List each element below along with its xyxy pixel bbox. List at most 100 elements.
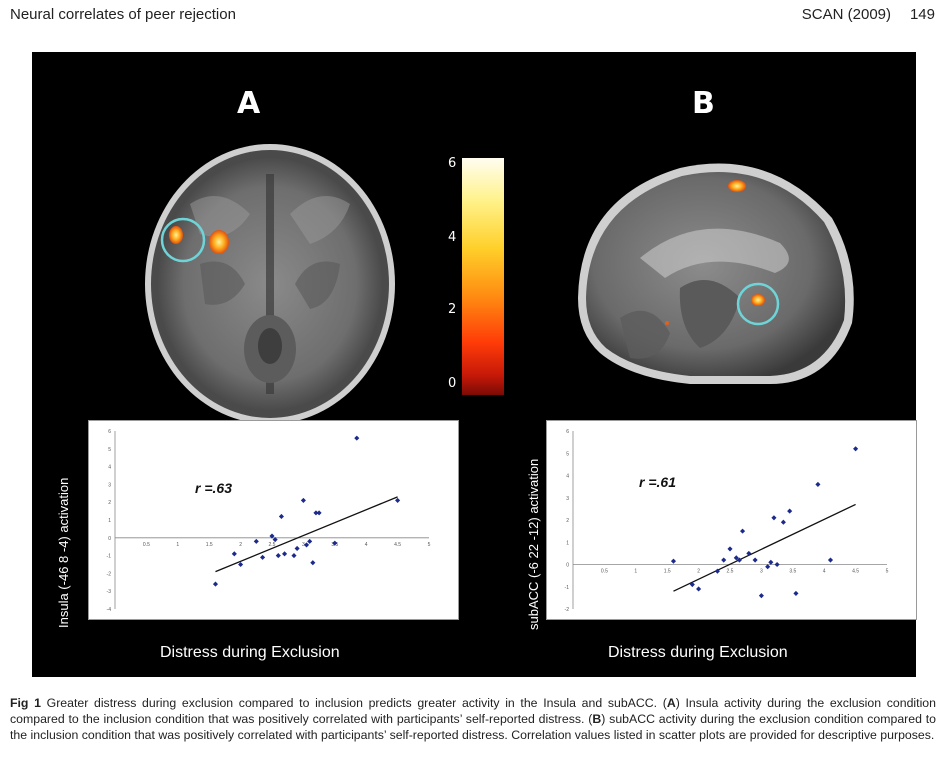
y-tick-label: 6: [566, 429, 569, 435]
x-tick-label: 2.5: [269, 542, 276, 548]
data-point: [238, 561, 244, 568]
caption-text: ) Insula activity during the exclusion c…: [10, 696, 936, 726]
x-tick-label: 4.5: [852, 569, 859, 575]
data-point: [721, 557, 727, 563]
x-tick-label: 2.5: [727, 569, 734, 575]
scatter-b-xlabel: Distress during Exclusion: [608, 644, 788, 661]
colorbar: 6 4 2 0: [436, 152, 506, 402]
data-point: [291, 553, 297, 559]
correlation-annotation: r =.63: [195, 480, 232, 496]
running-head-journal: SCAN (2009): [801, 6, 891, 23]
y-tick-label: 4: [566, 474, 569, 480]
data-point: [787, 508, 793, 514]
data-point: [727, 546, 733, 552]
panel-a-label: A: [237, 86, 261, 121]
x-tick-label: 3: [760, 569, 763, 575]
data-point: [253, 538, 259, 544]
caption-panel-b-ref: B: [592, 712, 602, 726]
data-point: [746, 550, 752, 556]
data-point: [780, 519, 786, 525]
data-point: [768, 559, 774, 565]
caption-text: ) subACC activity during the exclusion c…: [10, 712, 937, 742]
y-tick-label: -3: [107, 589, 112, 595]
data-point: [758, 593, 764, 599]
y-tick-label: -2: [565, 607, 570, 613]
insula-roi-circle: [160, 217, 206, 263]
x-tick-label: 4: [365, 542, 368, 548]
scatter-a-xlabel: Distress during Exclusion: [160, 644, 340, 661]
figure-caption: Fig 1 Greater distress during exclusion …: [10, 695, 936, 743]
data-point: [696, 586, 702, 592]
y-tick-label: -2: [107, 571, 112, 577]
scatter-plot-b: 6 5 4 3 2 1 0 -1 -2 0.5 1 1.5 2 2.5 3 3.5 4 4.5 5 r =.61: [546, 420, 917, 620]
y-tick-label: 3: [108, 482, 111, 488]
page-number: 149: [909, 6, 935, 23]
data-point: [332, 540, 338, 546]
running-head-title: Neural correlates of peer rejection: [10, 6, 236, 23]
data-point: [714, 568, 720, 574]
data-point: [774, 561, 780, 568]
x-tick-label: 3: [302, 542, 305, 548]
axial-brain-image: [145, 144, 395, 424]
x-tick-label: 0.5: [143, 542, 150, 548]
data-point: [278, 513, 284, 519]
y-tick-label: 4: [108, 465, 111, 471]
x-tick-label: 2: [697, 569, 700, 575]
data-point: [307, 538, 313, 544]
data-point: [231, 551, 237, 557]
x-tick-label: 1.5: [664, 569, 671, 575]
figure-1: A B 6 4 2 0: [32, 52, 917, 677]
y-tick-label: 0: [566, 563, 569, 569]
data-point: [300, 497, 306, 503]
y-tick-label: 1: [108, 518, 111, 524]
x-tick-label: 4.5: [394, 542, 401, 548]
data-point: [310, 560, 316, 566]
y-tick-label: 6: [108, 429, 111, 435]
data-point: [752, 557, 758, 563]
x-tick-label: 1: [634, 569, 637, 575]
x-tick-label: 5: [886, 569, 889, 575]
data-point: [827, 557, 834, 563]
y-tick-label: -1: [107, 554, 112, 560]
caption-text: Greater distress during exclusion compar…: [46, 696, 667, 710]
colorbar-tick: 2: [448, 302, 457, 317]
x-tick-label: 1: [176, 542, 179, 548]
data-point: [354, 435, 360, 441]
data-point: [316, 510, 322, 516]
colorbar-tick: 6: [448, 156, 457, 171]
scatter-b-ylabel: subACC (-6 22 -12) activation: [526, 458, 541, 630]
data-point: [740, 528, 746, 534]
panel-b-label: B: [692, 86, 715, 121]
y-tick-label: 1: [566, 540, 569, 546]
scatter-a-ylabel: Insula (-46 8 -4) activation: [56, 477, 71, 628]
data-point: [212, 581, 219, 587]
subacc-roi-circle: [736, 282, 780, 326]
trendline: [673, 503, 856, 592]
scatter-b-svg: 6 5 4 3 2 1 0 -1 -2 0.5 1 1.5 2 2.5 3 3.5 4 4.5 5 r =.61: [565, 429, 889, 613]
colorbar-tick: 4: [448, 230, 457, 245]
x-tick-label: 5: [428, 542, 431, 548]
data-point: [395, 497, 401, 503]
x-tick-label: 3.5: [789, 569, 796, 575]
y-tick-label: 5: [108, 447, 111, 453]
data-point: [282, 551, 288, 557]
x-tick-label: 0.5: [601, 569, 608, 575]
data-point: [815, 481, 821, 487]
y-tick-label: 3: [566, 496, 569, 502]
y-tick-label: 2: [108, 500, 111, 506]
data-point: [765, 564, 771, 570]
colorbar-gradient: [462, 158, 504, 395]
data-point: [793, 590, 799, 596]
x-tick-label: 1.5: [206, 542, 213, 548]
data-point: [275, 553, 281, 559]
data-point: [771, 515, 777, 521]
x-tick-label: 2: [239, 542, 242, 548]
colorbar-tick: 0: [448, 376, 457, 391]
y-tick-label: -1: [565, 585, 570, 591]
correlation-annotation: r =.61: [639, 474, 676, 490]
data-point: [853, 446, 859, 452]
data-point: [260, 554, 266, 560]
trendline: [215, 496, 398, 573]
